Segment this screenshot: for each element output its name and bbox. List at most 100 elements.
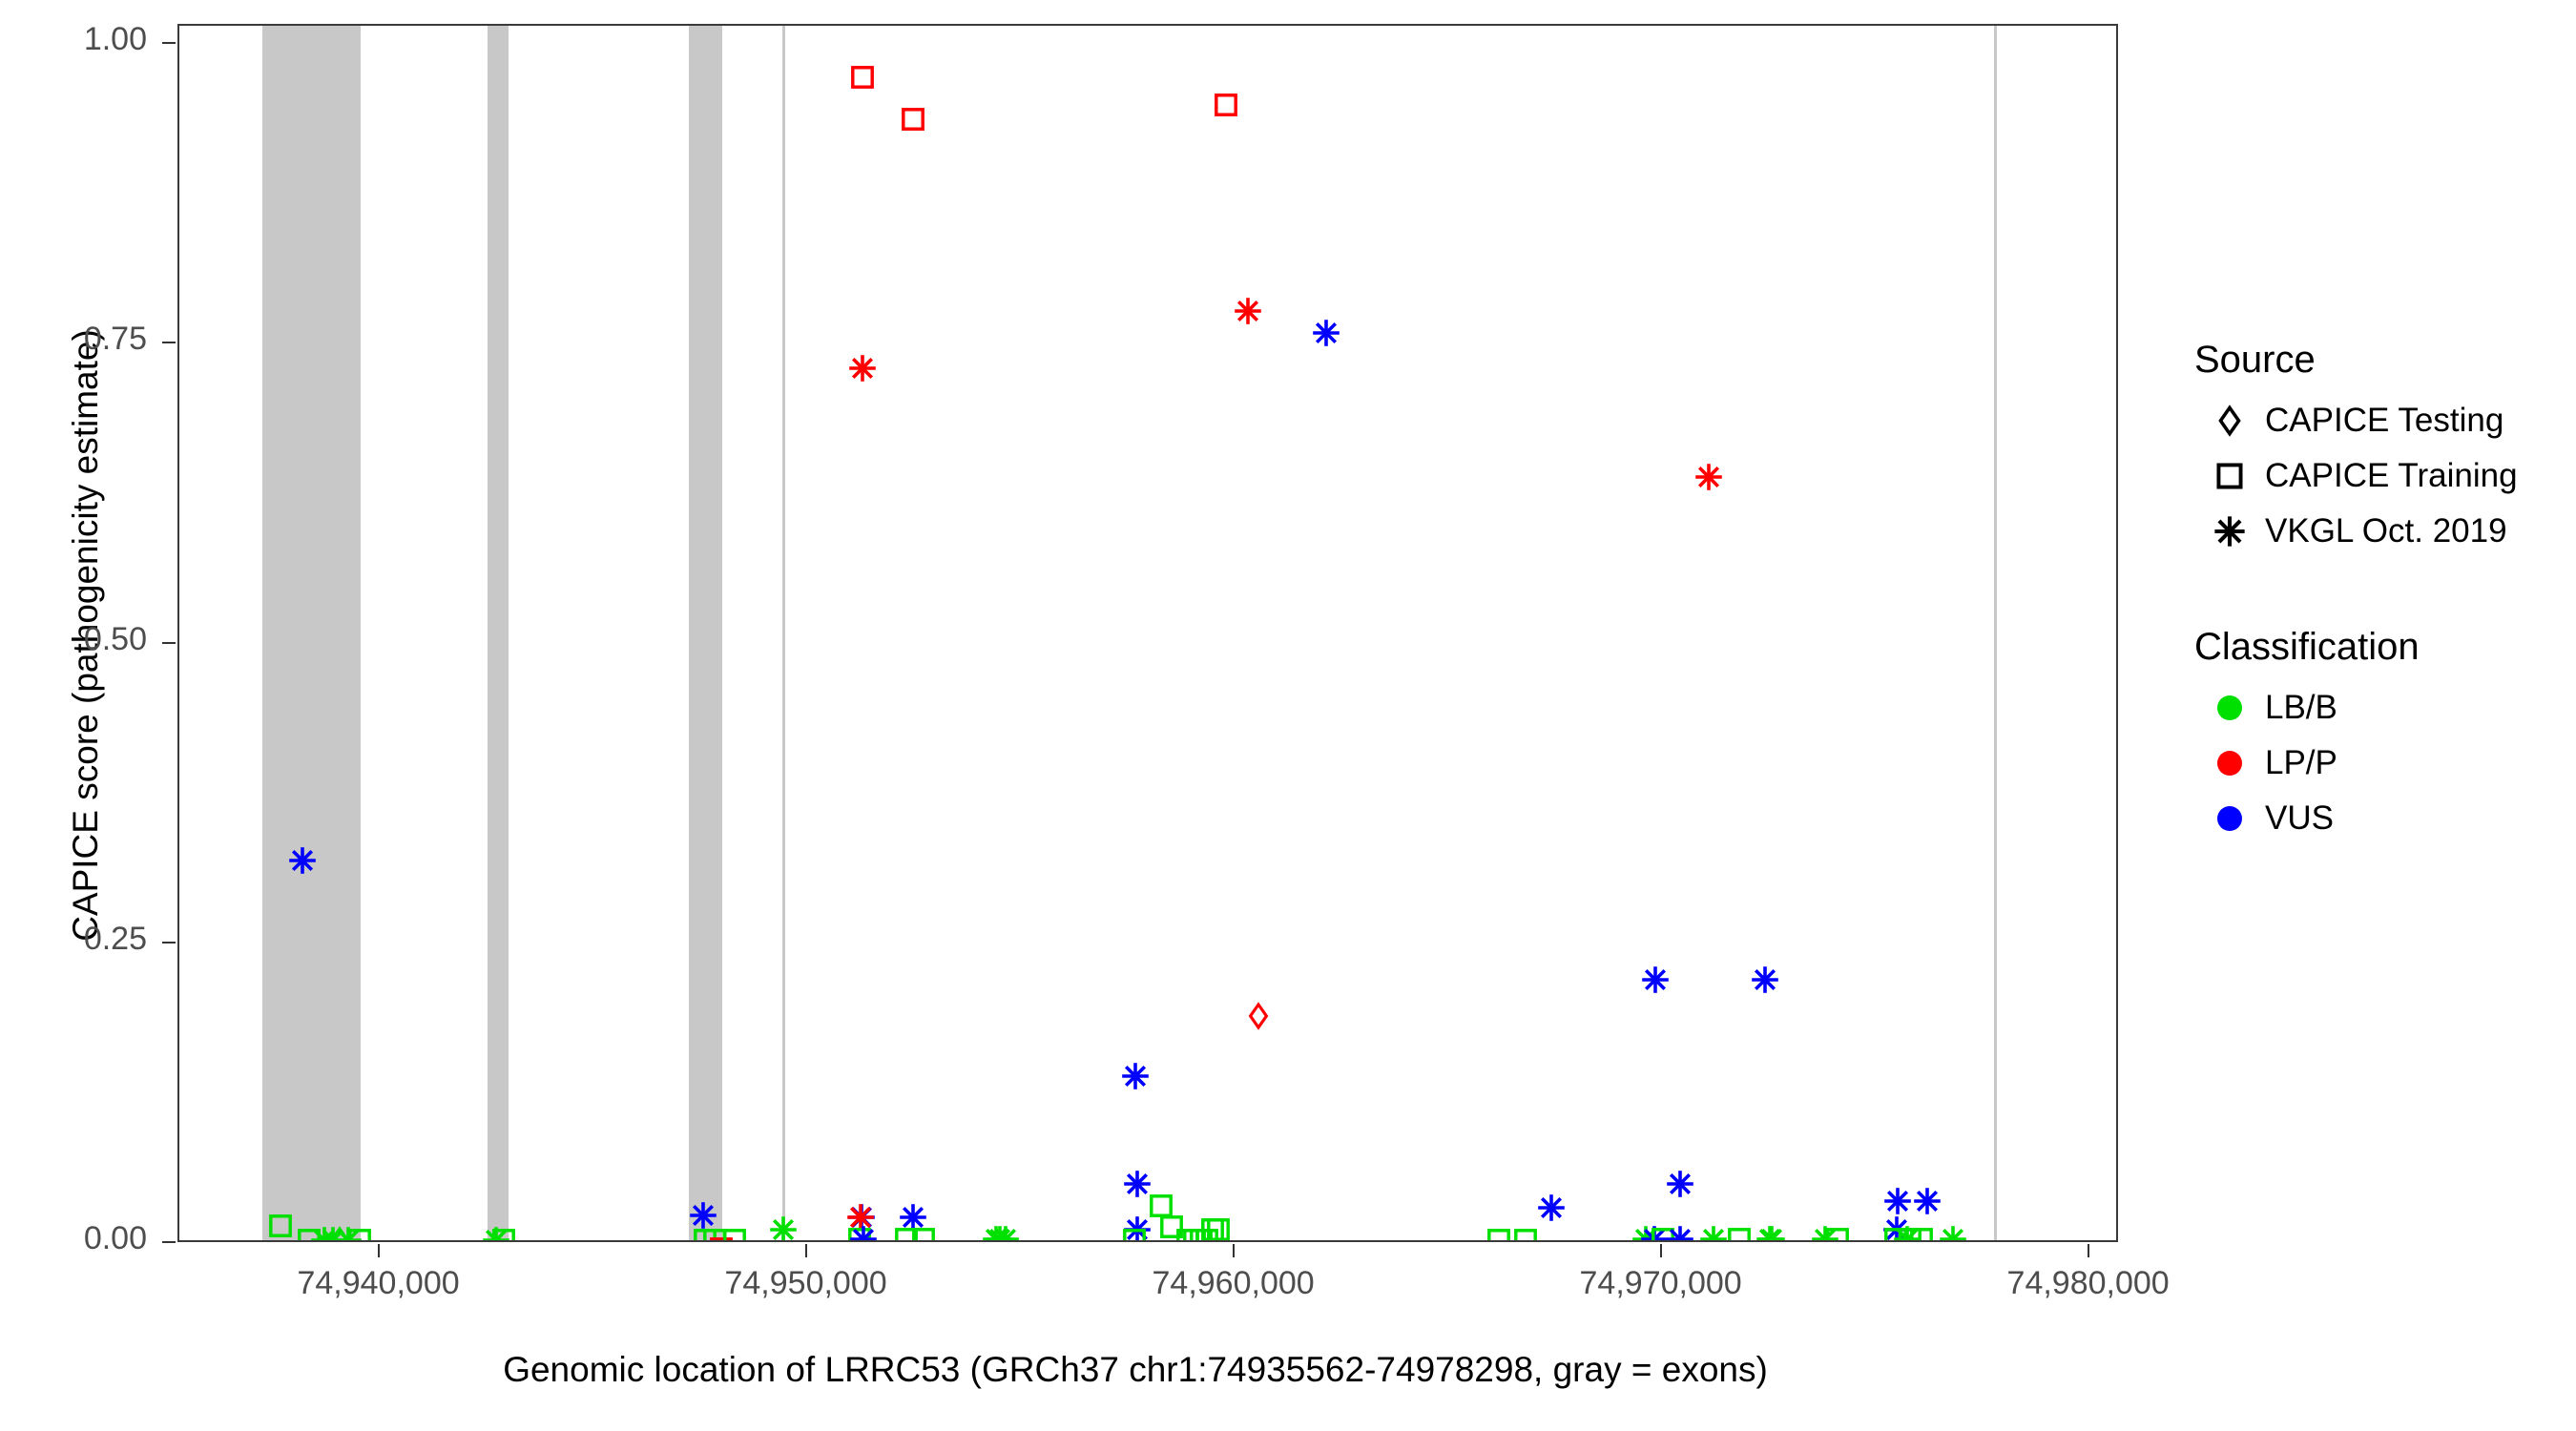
plot-area (179, 26, 2116, 1240)
data-point (1666, 1225, 1694, 1240)
asterisk-icon (2194, 515, 2265, 548)
data-point (1893, 1225, 1922, 1240)
y-axis-tick (162, 342, 176, 344)
exon-band (1993, 26, 1997, 1240)
data-point (1896, 1225, 1924, 1240)
y-axis-tick-label: 0.25 (83, 920, 147, 957)
data-point (1511, 1226, 1540, 1240)
data-point (1640, 1225, 1669, 1240)
data-point (1204, 1215, 1233, 1240)
x-axis-tick (1659, 1244, 1662, 1257)
x-axis-tick (2087, 1244, 2089, 1257)
y-axis-tick (162, 1241, 176, 1243)
data-point (1198, 1215, 1227, 1240)
legend-title-classification: Classification (2194, 626, 2420, 668)
data-point (1882, 1215, 1911, 1240)
x-axis-tick (377, 1244, 380, 1257)
x-axis-tick-label: 74,950,000 (724, 1265, 887, 1301)
legend-label: CAPICE Training (2265, 457, 2518, 494)
data-point (1187, 1226, 1215, 1240)
data-point (847, 1203, 876, 1232)
y-axis-tick-label: 1.00 (83, 21, 147, 57)
data-point (899, 105, 927, 134)
legend-item-classification: LB/B (2194, 680, 2576, 736)
data-point (1641, 965, 1670, 994)
data-point (1120, 1226, 1149, 1240)
data-point (848, 354, 877, 383)
legend-title-source: Source (2194, 339, 2316, 381)
data-point (720, 1226, 749, 1240)
data-point (909, 1225, 938, 1240)
square-icon (2194, 460, 2265, 492)
data-point (846, 1203, 875, 1232)
data-point (1666, 1170, 1694, 1198)
data-point (1193, 1226, 1221, 1240)
y-axis-tick (162, 941, 176, 944)
exon-band (487, 26, 509, 1240)
data-point (1907, 1225, 1936, 1240)
data-point (1180, 1226, 1209, 1240)
legend: Source CAPICE Testing CAPICE Training VKGL… (2194, 339, 2576, 846)
legend-label: CAPICE Testing (2265, 402, 2504, 439)
x-axis-tick-label: 74,970,000 (1579, 1265, 1742, 1301)
data-point (1751, 965, 1779, 994)
data-point (899, 1203, 927, 1232)
exon-band (262, 26, 362, 1240)
data-point (1694, 463, 1723, 491)
legend-item-classification: VUS (2194, 791, 2576, 846)
data-point (1881, 1225, 1910, 1240)
exon-band (782, 26, 786, 1240)
data-point (1883, 1187, 1912, 1215)
data-point (1537, 1193, 1566, 1222)
data-point (1811, 1225, 1839, 1240)
color-dot-icon (2194, 747, 2265, 779)
data-point (1755, 1225, 1784, 1240)
y-axis-tick (162, 42, 176, 44)
legend-group-classification: Classification LB/B LP/P VUS (2194, 626, 2576, 846)
data-point (849, 1225, 878, 1240)
diamond-icon (2194, 404, 2265, 437)
data-point (1147, 1192, 1175, 1220)
x-axis-tick-label: 74,980,000 (2006, 1265, 2170, 1301)
data-point (845, 1225, 874, 1240)
data-point (1631, 1225, 1660, 1240)
legend-label: LB/B (2265, 689, 2337, 726)
exon-band (688, 26, 722, 1240)
data-point (1823, 1225, 1852, 1240)
data-point (1121, 1062, 1150, 1090)
y-axis-tick-label: 0.00 (83, 1220, 147, 1256)
legend-source-rows: CAPICE Testing CAPICE Training VKGL Oct. 2… (2194, 393, 2576, 559)
data-point (1725, 1225, 1754, 1240)
data-point (1312, 319, 1340, 347)
x-axis-tick (1232, 1244, 1235, 1257)
x-axis-title: Genomic location of LRRC53 (GRCh37 chr1:… (503, 1350, 1768, 1389)
data-point (1123, 1170, 1152, 1198)
x-axis-tick-label: 74,940,000 (297, 1265, 460, 1301)
data-point (991, 1225, 1020, 1240)
data-point (1212, 91, 1240, 119)
y-axis-tick-label: 0.50 (83, 620, 147, 657)
y-axis-tick-label: 0.75 (83, 321, 147, 358)
legend-label: LP/P (2265, 744, 2337, 781)
x-axis-tick-label: 74,960,000 (1152, 1265, 1315, 1301)
data-point (1939, 1225, 1967, 1240)
data-point (982, 1225, 1010, 1240)
data-point (1244, 1002, 1273, 1030)
legend-label: VKGL Oct. 2019 (2265, 512, 2507, 550)
data-point (1174, 1226, 1202, 1240)
legend-item-source: VKGL Oct. 2019 (2194, 504, 2576, 559)
data-point (1485, 1226, 1513, 1240)
data-point (986, 1225, 1014, 1240)
plot-panel (177, 24, 2118, 1242)
data-point (892, 1225, 921, 1240)
legend-classification-rows: LB/B LP/P VUS (2194, 680, 2576, 846)
data-point (1699, 1225, 1728, 1240)
legend-item-classification: LP/P (2194, 736, 2576, 791)
data-point (1649, 1225, 1677, 1240)
legend-item-source: CAPICE Training (2194, 448, 2576, 504)
y-axis-tick (162, 641, 176, 644)
data-point (1757, 1225, 1786, 1240)
data-point (1123, 1215, 1152, 1240)
data-point (1157, 1213, 1186, 1240)
legend-item-source: CAPICE Testing (2194, 393, 2576, 448)
